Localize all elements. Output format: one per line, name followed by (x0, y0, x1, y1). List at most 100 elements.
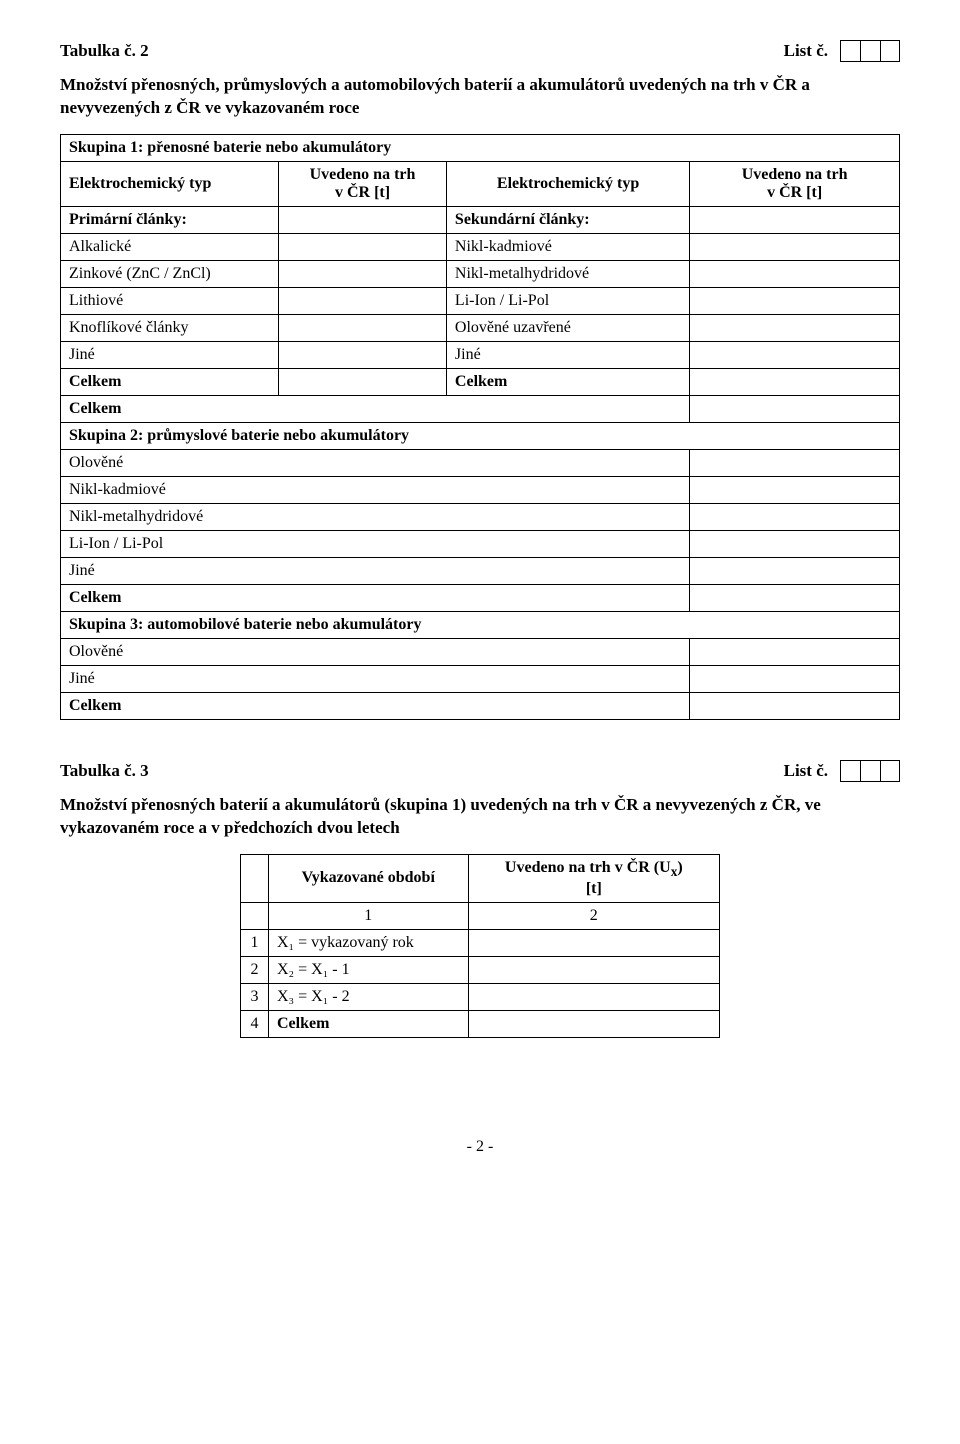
cell: Celkem (268, 1010, 468, 1037)
table-row: Nikl-metalhydridové (61, 503, 900, 530)
table-2: Skupina 1: přenosné baterie nebo akumulá… (60, 134, 900, 720)
cell-empty[interactable] (279, 206, 447, 233)
cell: Sekundární články: (446, 206, 689, 233)
table-row: Lithiové Li-Ion / Li-Pol (61, 287, 900, 314)
t3-list-box[interactable] (880, 760, 900, 782)
table-row: Jiné (61, 665, 900, 692)
cell-empty[interactable] (690, 206, 900, 233)
col-num: 2 (468, 902, 719, 929)
col-header: Elektrochemický typ (61, 161, 279, 206)
t2-list-boxes (840, 40, 900, 62)
cell: X₁ = vykazovaný rok (268, 929, 468, 956)
cell-empty[interactable] (690, 557, 900, 584)
cell: Celkem (61, 368, 279, 395)
cell-empty[interactable] (690, 584, 900, 611)
table-row: 1 X₁ = vykazovaný rok (241, 929, 720, 956)
table-row: Celkem (61, 395, 900, 422)
cell: Zinkové (ZnC / ZnCl) (61, 260, 279, 287)
table-row: Olověné (61, 638, 900, 665)
t2-list-box[interactable] (860, 40, 880, 62)
t3-listc-label: List č. (784, 761, 828, 781)
row-num: 4 (241, 1010, 269, 1037)
table-row: Zinkové (ZnC / ZnCl) Nikl-metalhydridové (61, 260, 900, 287)
row-num: 1 (241, 929, 269, 956)
cell-empty[interactable] (690, 638, 900, 665)
cell-empty[interactable] (279, 314, 447, 341)
cell: Celkem (446, 368, 689, 395)
cell: Olověné (61, 638, 690, 665)
table-row: Nikl-kadmiové (61, 476, 900, 503)
cell-empty[interactable] (468, 929, 719, 956)
cell: Primární články: (61, 206, 279, 233)
cell: Alkalické (61, 233, 279, 260)
cell-empty[interactable] (690, 368, 900, 395)
cell-empty[interactable] (690, 314, 900, 341)
cell: Knoflíkové články (61, 314, 279, 341)
cell: X₃ = X₁ - 2 (268, 983, 468, 1010)
cell-empty[interactable] (279, 368, 447, 395)
t3-list-box[interactable] (860, 760, 880, 782)
table-row: Skupina 3: automobilové baterie nebo aku… (61, 611, 900, 638)
t2-list-box[interactable] (880, 40, 900, 62)
cell-empty[interactable] (279, 233, 447, 260)
s3-header: Skupina 3: automobilové baterie nebo aku… (61, 611, 900, 638)
col-num: 1 (268, 902, 468, 929)
page-number: - 2 - (60, 1138, 900, 1156)
cell-empty[interactable] (690, 476, 900, 503)
t3-list-boxes (840, 760, 900, 782)
cell: Olověné (61, 449, 690, 476)
cell-empty[interactable] (279, 260, 447, 287)
cell: Nikl-kadmiové (446, 233, 689, 260)
table-row: Li-Ion / Li-Pol (61, 530, 900, 557)
cell-empty (241, 902, 269, 929)
t3-list-box[interactable] (840, 760, 860, 782)
table-row: Alkalické Nikl-kadmiové (61, 233, 900, 260)
cell-empty[interactable] (690, 260, 900, 287)
cell-empty (241, 854, 269, 902)
cell-empty[interactable] (690, 530, 900, 557)
cell: Nikl-metalhydridové (61, 503, 690, 530)
cell-empty[interactable] (690, 233, 900, 260)
cell-empty[interactable] (690, 341, 900, 368)
cell: Jiné (61, 557, 690, 584)
cell-empty[interactable] (690, 287, 900, 314)
cell-empty[interactable] (690, 692, 900, 719)
cell-empty[interactable] (690, 503, 900, 530)
cell: Li-Ion / Li-Pol (61, 530, 690, 557)
row-num: 3 (241, 983, 269, 1010)
cell-empty[interactable] (279, 341, 447, 368)
cell: Nikl-metalhydridové (446, 260, 689, 287)
cell: Jiné (61, 341, 279, 368)
cell-empty[interactable] (468, 956, 719, 983)
table-row: Knoflíkové články Olověné uzavřené (61, 314, 900, 341)
t2-listc-label: List č. (784, 41, 828, 61)
cell: Celkem (61, 584, 690, 611)
cell: Celkem (61, 395, 690, 422)
cell-empty[interactable] (690, 449, 900, 476)
table-row: Skupina 1: přenosné baterie nebo akumulá… (61, 134, 900, 161)
t3-header: Tabulka č. 3 List č. (60, 760, 900, 782)
col-header: Uvedeno na trh v ČR (Ux) [t] (468, 854, 719, 902)
t2-list-box[interactable] (840, 40, 860, 62)
t2-title: Tabulka č. 2 (60, 41, 149, 61)
s2-header: Skupina 2: průmyslové baterie nebo akumu… (61, 422, 900, 449)
table-row: Vykazované období Uvedeno na trh v ČR (U… (241, 854, 720, 902)
table-3: Vykazované období Uvedeno na trh v ČR (U… (240, 854, 720, 1038)
ux-text-1: Uvedeno na trh v ČR (U (505, 859, 671, 876)
cell-empty[interactable] (279, 287, 447, 314)
table-row: Celkem Celkem (61, 368, 900, 395)
t2-header: Tabulka č. 2 List č. (60, 40, 900, 62)
col-header: Vykazované období (268, 854, 468, 902)
table-row: Jiné (61, 557, 900, 584)
cell: Lithiové (61, 287, 279, 314)
cell-empty[interactable] (690, 395, 900, 422)
t3-title: Tabulka č. 3 (60, 761, 149, 781)
cell-empty[interactable] (468, 1010, 719, 1037)
cell: Celkem (61, 692, 690, 719)
table-row: Primární články: Sekundární články: (61, 206, 900, 233)
table-row: 4 Celkem (241, 1010, 720, 1037)
table-row: 1 2 (241, 902, 720, 929)
cell: Jiné (446, 341, 689, 368)
cell-empty[interactable] (690, 665, 900, 692)
cell-empty[interactable] (468, 983, 719, 1010)
